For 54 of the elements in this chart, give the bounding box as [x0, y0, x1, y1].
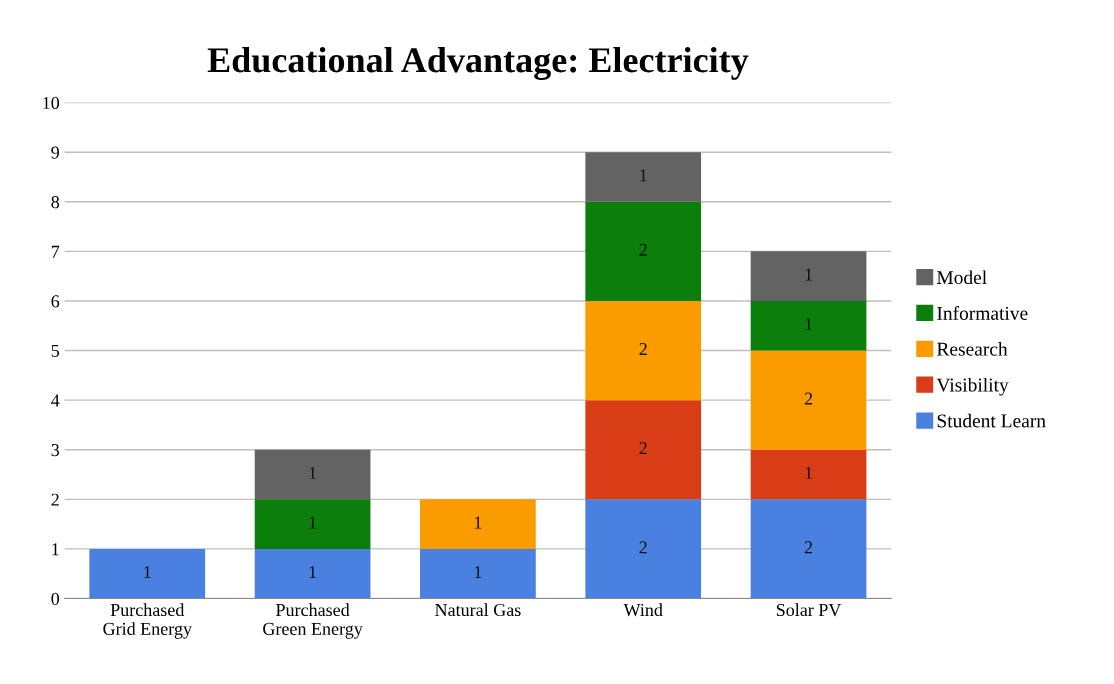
- bar: [420, 499, 536, 549]
- x-tick-label: Purchased Green Energy: [263, 603, 363, 639]
- bar: [585, 300, 702, 401]
- data-label: 1: [805, 268, 812, 281]
- y-tick-label: 0: [51, 592, 60, 605]
- data-label: 2: [639, 541, 647, 554]
- y-tick-label: 1: [52, 543, 59, 556]
- data-label: 1: [640, 169, 647, 182]
- y-tick-label: 6: [51, 295, 60, 308]
- x-tick-label: Natural Gas: [435, 603, 521, 617]
- y-tick-label: 3: [51, 444, 60, 457]
- bar: [750, 350, 867, 450]
- bar: [585, 201, 702, 301]
- y-tick-label: 2: [51, 493, 59, 506]
- bar: [750, 251, 867, 301]
- legend-label: Research: [936, 342, 1008, 356]
- data-label: 1: [805, 318, 812, 331]
- y-tick-label: 8: [51, 196, 60, 209]
- chart-title: Educational Advantage: Electricity: [207, 46, 749, 81]
- data-label: 1: [309, 516, 317, 529]
- bar: [420, 548, 536, 599]
- y-tick-label: 5: [51, 344, 60, 357]
- bar: [254, 548, 371, 599]
- legend-label: Informative: [937, 306, 1028, 320]
- y-tick-label: 4: [51, 394, 60, 407]
- x-tick-label: Purchased Grid Energy: [103, 603, 192, 639]
- x-tick-label: Solar PV: [776, 603, 842, 617]
- x-tick-label: Wind: [623, 603, 663, 617]
- data-label: 1: [309, 466, 317, 479]
- y-tick-label: 9: [51, 146, 60, 159]
- data-label: 1: [144, 566, 151, 579]
- data-label: 2: [639, 243, 647, 256]
- data-label: 2: [639, 342, 647, 355]
- bar: [750, 300, 867, 351]
- legend-label: Student Learn: [937, 413, 1046, 428]
- bar: [585, 400, 702, 500]
- data-label: 2: [639, 442, 647, 455]
- y-tick-label: 7: [51, 245, 60, 258]
- data-label: 1: [309, 566, 317, 579]
- bar: [254, 499, 371, 549]
- legend-label: Visibility: [936, 377, 1009, 396]
- data-label: 1: [805, 466, 812, 479]
- bar: [750, 499, 867, 599]
- data-label: 2: [804, 392, 813, 405]
- bar: [585, 152, 702, 202]
- bar: [254, 449, 371, 500]
- y-tick-label: 10: [43, 96, 60, 110]
- data-label: 2: [804, 541, 813, 554]
- legend-label: Model: [936, 270, 987, 285]
- bar: [750, 449, 867, 500]
- data-label: 1: [474, 516, 482, 529]
- bar: [585, 499, 702, 599]
- bar: [89, 548, 206, 599]
- data-label: 1: [474, 566, 482, 579]
